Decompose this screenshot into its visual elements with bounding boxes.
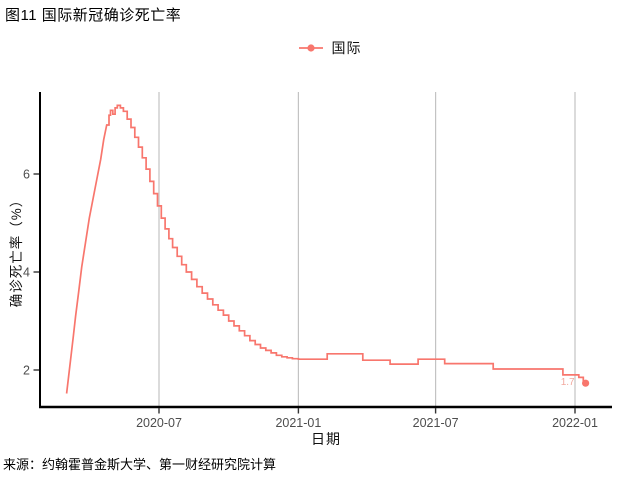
x-tick-label: 2021-07 [413,416,459,430]
end-value-label: 1.7 [561,377,575,388]
legend: 国际 [0,38,640,58]
x-tick-label: 2021-01 [275,416,321,430]
legend-item-label: 国际 [331,40,362,56]
end-point [582,379,590,387]
legend-key-icon [298,44,323,52]
y-tick-label: 2 [23,364,30,378]
x-tick-label: 2022-01 [552,416,598,430]
y-tick-label: 6 [23,168,30,182]
source-note: 来源：约翰霍普金斯大学、第一财经研究院计算 [3,457,277,472]
series-line [65,104,587,394]
figure-title: 图11 国际新冠确诊死亡率 [5,7,182,24]
y-axis-title: 确诊死亡率（%） [9,192,24,308]
y-tick-label: 4 [23,266,30,280]
x-tick-label: 2020-07 [136,416,182,430]
x-axis-title: 日期 [311,431,341,447]
